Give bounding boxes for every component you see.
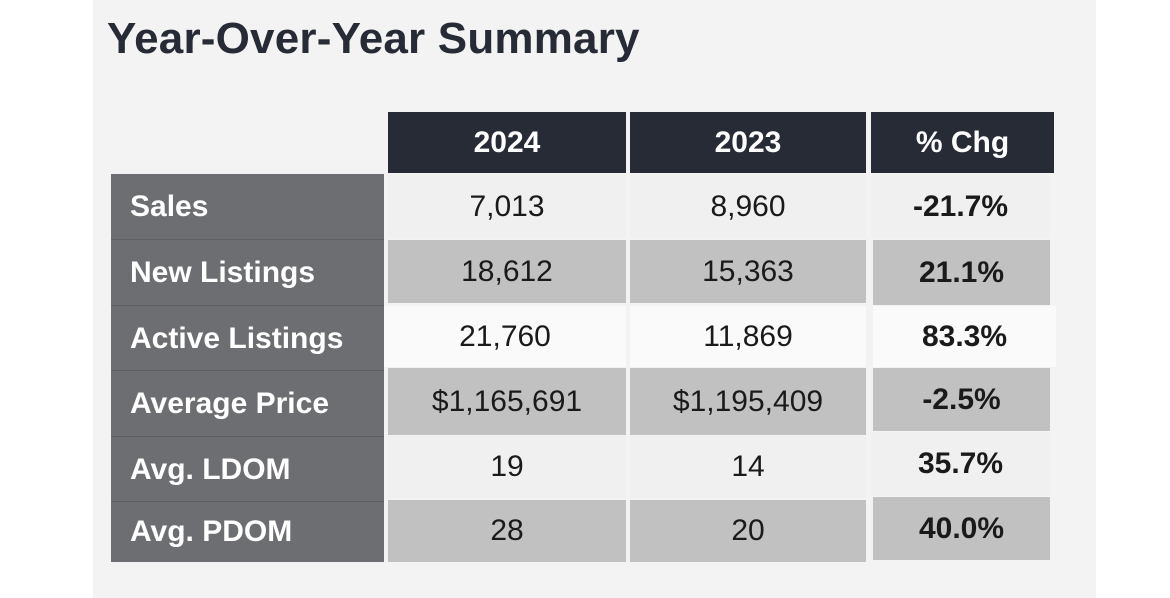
column-header-pct-chg: % Chg	[871, 112, 1054, 173]
row-label-average-price: Average Price	[111, 371, 384, 436]
row-label-avg-pdom: Avg. PDOM	[111, 502, 384, 562]
row-label-active-listings: Active Listings	[111, 306, 384, 371]
cell-active-listings-chg: 83.3%	[873, 306, 1056, 367]
row-divider	[111, 370, 384, 371]
cell-sales-chg: -21.7%	[871, 175, 1050, 238]
page-title: Year-Over-Year Summary	[107, 14, 640, 63]
cell-avg-pdom-2024: 28	[388, 500, 626, 562]
cell-avg-ldom-2023: 14	[630, 436, 866, 498]
cell-average-price-2023: $1,195,409	[630, 368, 866, 435]
cell-avg-ldom-2024: 19	[388, 436, 626, 498]
cell-avg-ldom-chg: 35.7%	[871, 432, 1050, 496]
cell-new-listings-chg: 21.1%	[873, 240, 1050, 305]
cell-active-listings-2023: 11,869	[630, 306, 866, 367]
cell-average-price-2024: $1,165,691	[388, 368, 626, 435]
cell-sales-2023: 8,960	[630, 175, 866, 238]
column-header-2023: 2023	[630, 112, 866, 173]
row-divider	[111, 305, 384, 306]
row-label-avg-ldom: Avg. LDOM	[111, 437, 384, 502]
cell-avg-pdom-2023: 20	[630, 500, 866, 562]
cell-average-price-chg: -2.5%	[873, 368, 1050, 431]
cell-new-listings-2024: 18,612	[388, 240, 626, 303]
row-label-sales: Sales	[111, 174, 384, 239]
row-divider	[111, 239, 384, 240]
row-divider	[111, 501, 384, 502]
cell-avg-pdom-chg: 40.0%	[873, 497, 1050, 560]
cell-active-listings-2024: 21,760	[384, 306, 626, 367]
row-divider	[111, 436, 384, 437]
cell-new-listings-2023: 15,363	[630, 240, 866, 303]
row-label-new-listings: New Listings	[111, 240, 384, 305]
cell-sales-2024: 7,013	[388, 175, 626, 238]
column-header-2024: 2024	[388, 112, 626, 173]
